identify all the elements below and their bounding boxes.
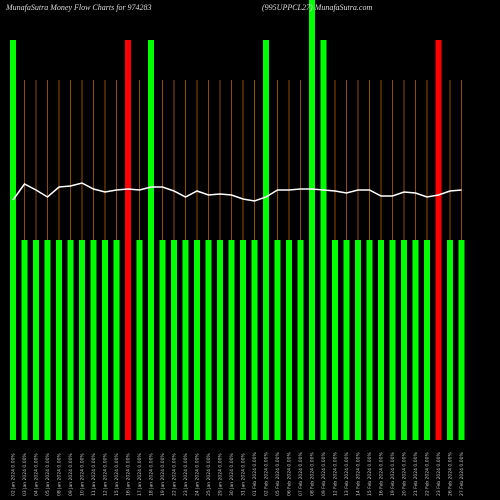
bar [274,240,281,440]
bar [412,240,419,440]
chart-title: MunafaSutra Money Flow Charts for 974283 [5,3,152,12]
bar [148,40,154,440]
bar [447,240,453,440]
plot: 02 Jan 2024 0.00% 03 Jan 2024 0.00% 04 Jan… [10,0,465,496]
x-tick-label: 02 Feb 2024 0.00% [264,452,270,496]
bar [424,240,430,440]
x-tick-label: 19 Feb 2024 0.00% [390,452,396,496]
x-tick-label: 12 Jan 2024 0.00% [103,453,109,496]
x-tick-label: 16 Feb 2024 0.00% [379,452,385,496]
x-tick-label: 05 Feb 2024 0.00% [275,452,281,496]
bar [458,240,465,440]
bar [286,240,292,440]
x-tick-label: 10 Jan 2024 0.00% [80,453,86,496]
bar [136,240,143,440]
bar [389,240,396,440]
bar [263,40,269,440]
bar [378,240,384,440]
x-tick-label: 15 Jan 2024 0.00% [114,453,120,496]
x-tick-label: 29 Jan 2024 0.00% [218,453,224,496]
bar [33,240,39,440]
x-tick-label: 13 Feb 2024 0.00% [344,452,350,496]
bar [125,40,131,440]
bar [182,240,189,440]
x-tick-label: 04 Jan 2024 0.00% [34,453,40,496]
x-tick-label: 20 Feb 2024 0.00% [402,452,408,496]
bar [240,240,246,440]
x-tick-label: 09 Jan 2024 0.00% [68,453,74,496]
bar [44,240,51,440]
bar [21,240,28,440]
bar [10,40,16,440]
x-tick-label: 05 Jan 2024 0.00% [45,453,51,496]
bar [217,240,223,440]
x-tick-label: 22 Feb 2024 0.00% [425,452,431,496]
bar [56,240,62,440]
bar [320,40,327,440]
x-tick-label: 27 Feb 2024 0.00% [459,452,465,496]
x-tick-label: 06 Feb 2024 0.00% [287,452,293,496]
x-tick-label: 01 Feb 2024 0.00% [252,452,258,496]
bar [159,240,166,440]
bar [366,240,373,440]
x-tick-label: 02 Jan 2024 0.00% [11,453,17,496]
x-tick-label: 08 Jan 2024 0.00% [57,453,63,496]
bar [435,40,442,440]
x-tick-label: 24 Jan 2024 0.00% [195,453,201,496]
x-tick-label: 21 Feb 2024 0.00% [413,452,419,496]
bar [355,240,361,440]
bar [113,240,120,440]
x-tick-label: 17 Jan 2024 0.00% [137,453,143,496]
x-tick-label: 07 Feb 2024 0.00% [298,452,304,496]
bar [332,240,338,440]
bar [228,240,235,440]
bar [401,240,407,440]
x-tick-label: 08 Feb 2024 0.00% [310,452,316,496]
x-tick-label: 14 Feb 2024 0.00% [356,452,362,496]
bar [90,240,97,440]
bar [194,240,200,440]
x-tick-label: 22 Jan 2024 0.00% [172,453,178,496]
bar [297,240,304,440]
x-tick-label: 09 Feb 2024 0.00% [321,452,327,496]
bar [343,240,350,440]
bar [205,240,212,440]
bar [171,240,177,440]
bar [309,0,315,440]
x-tick-label: 15 Feb 2024 0.00% [367,452,373,496]
bar [67,240,74,440]
x-tick-label: 12 Feb 2024 0.00% [333,452,339,496]
x-tick-label: 23 Feb 2024 0.00% [436,452,442,496]
x-tick-label: 18 Jan 2024 0.00% [149,453,155,496]
x-tick-label: 19 Jan 2024 0.00% [160,453,166,496]
x-tick-label: 11 Jan 2024 0.00% [91,453,97,496]
x-tick-label: 16 Jan 2024 0.00% [126,453,132,496]
bar [251,240,258,440]
money-flow-line [12,182,462,202]
x-tick-label: 30 Jan 2024 0.00% [229,453,235,496]
x-tick-label: 23 Jan 2024 0.00% [183,453,189,496]
x-tick-label: 26 Feb 2024 0.00% [448,452,454,496]
x-tick-label: 31 Jan 2024 0.00% [241,453,247,496]
x-tick-label: 25 Jan 2024 0.00% [206,453,212,496]
bar [102,240,108,440]
x-tick-label: 03 Jan 2024 0.00% [22,453,28,496]
bar [79,240,85,440]
chart-subtitle: (995UPPCL27) MunafaSutra.com [262,3,372,12]
